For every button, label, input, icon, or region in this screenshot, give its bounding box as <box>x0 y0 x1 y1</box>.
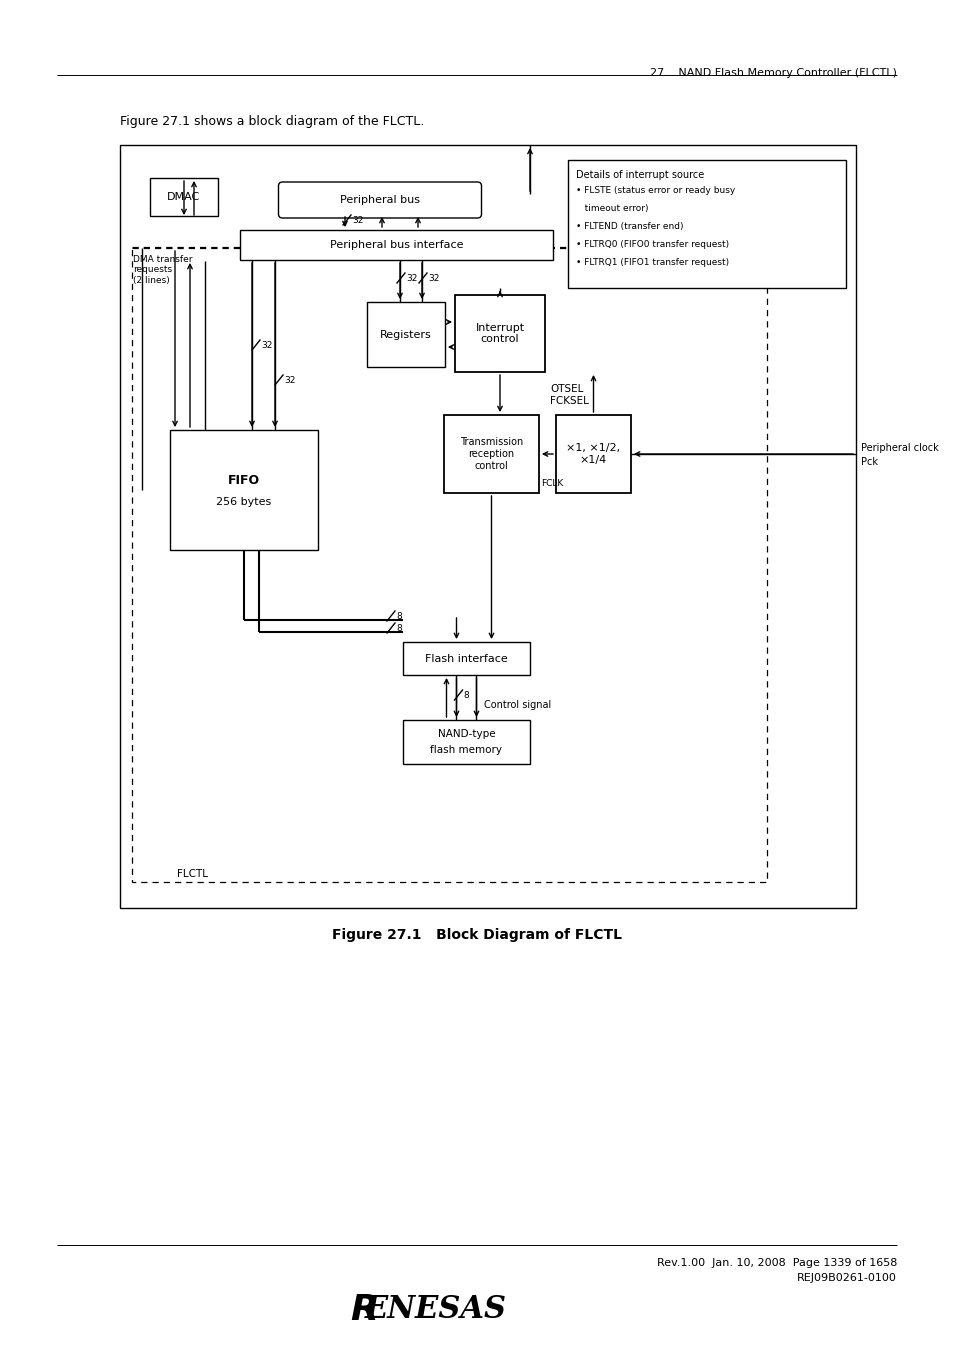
Text: 8: 8 <box>395 624 401 633</box>
Text: Figure 27.1   Block Diagram of FLCTL: Figure 27.1 Block Diagram of FLCTL <box>332 927 621 942</box>
Text: Details of interrupt source: Details of interrupt source <box>576 170 703 180</box>
Text: 27.   NAND Flash Memory Controller (FLCTL): 27. NAND Flash Memory Controller (FLCTL) <box>649 68 896 78</box>
Text: FIFO: FIFO <box>228 474 260 486</box>
Text: Rev.1.00  Jan. 10, 2008  Page 1339 of 1658: Rev.1.00 Jan. 10, 2008 Page 1339 of 1658 <box>656 1258 896 1268</box>
Bar <box>170 431 317 549</box>
Text: timeout error): timeout error) <box>576 204 648 213</box>
Bar <box>556 414 630 493</box>
Text: Transmission
reception
control: Transmission reception control <box>459 437 522 471</box>
Bar <box>367 302 444 367</box>
Text: REJ09B0261-0100: REJ09B0261-0100 <box>797 1273 896 1282</box>
Text: ENESAS: ENESAS <box>365 1295 506 1326</box>
Text: NAND-type: NAND-type <box>437 729 495 738</box>
Bar <box>132 247 766 882</box>
Text: 32: 32 <box>352 216 363 225</box>
Text: • FLTRQ1 (FIFO1 transfer request): • FLTRQ1 (FIFO1 transfer request) <box>576 258 728 267</box>
Text: Peripheral clock: Peripheral clock <box>861 443 938 454</box>
Text: Interrupt
control: Interrupt control <box>475 323 524 344</box>
Text: Pck: Pck <box>861 458 877 467</box>
Text: DMA transfer
requests
(2 lines): DMA transfer requests (2 lines) <box>132 255 193 285</box>
Text: ×1, ×1/2,
×1/4: ×1, ×1/2, ×1/4 <box>566 443 619 464</box>
Text: Peripheral bus: Peripheral bus <box>339 194 419 205</box>
Text: Figure 27.1 shows a block diagram of the FLCTL.: Figure 27.1 shows a block diagram of the… <box>120 115 424 128</box>
Text: R: R <box>350 1293 377 1327</box>
Text: FCLK: FCLK <box>540 478 562 487</box>
Text: • FLTEND (transfer end): • FLTEND (transfer end) <box>576 221 682 231</box>
Text: 32: 32 <box>284 377 295 385</box>
FancyBboxPatch shape <box>278 182 481 217</box>
Bar <box>120 144 855 909</box>
Text: • FLTRQ0 (FIFO0 transfer request): • FLTRQ0 (FIFO0 transfer request) <box>576 240 728 248</box>
Bar <box>443 414 538 493</box>
Text: Flash interface: Flash interface <box>425 653 507 663</box>
Text: FLCTL: FLCTL <box>177 869 208 879</box>
Text: flash memory: flash memory <box>430 745 502 755</box>
Bar <box>402 643 530 675</box>
Text: Registers: Registers <box>379 329 432 339</box>
Text: 32: 32 <box>428 274 439 284</box>
Text: 32: 32 <box>261 342 273 350</box>
Text: Peripheral bus interface: Peripheral bus interface <box>330 240 463 250</box>
Bar <box>150 178 218 216</box>
Text: 8: 8 <box>463 691 469 701</box>
Text: 8: 8 <box>395 612 401 621</box>
Text: Control signal: Control signal <box>484 701 551 710</box>
Bar <box>455 296 544 373</box>
Bar <box>567 161 845 288</box>
Text: 32: 32 <box>406 274 416 284</box>
Bar <box>402 720 530 764</box>
Text: OTSEL
FCKSEL: OTSEL FCKSEL <box>550 383 588 405</box>
Text: DMAC: DMAC <box>167 192 200 202</box>
Text: 256 bytes: 256 bytes <box>216 497 272 508</box>
Bar <box>240 230 553 261</box>
Text: • FLSTE (status error or ready busy: • FLSTE (status error or ready busy <box>576 186 735 194</box>
